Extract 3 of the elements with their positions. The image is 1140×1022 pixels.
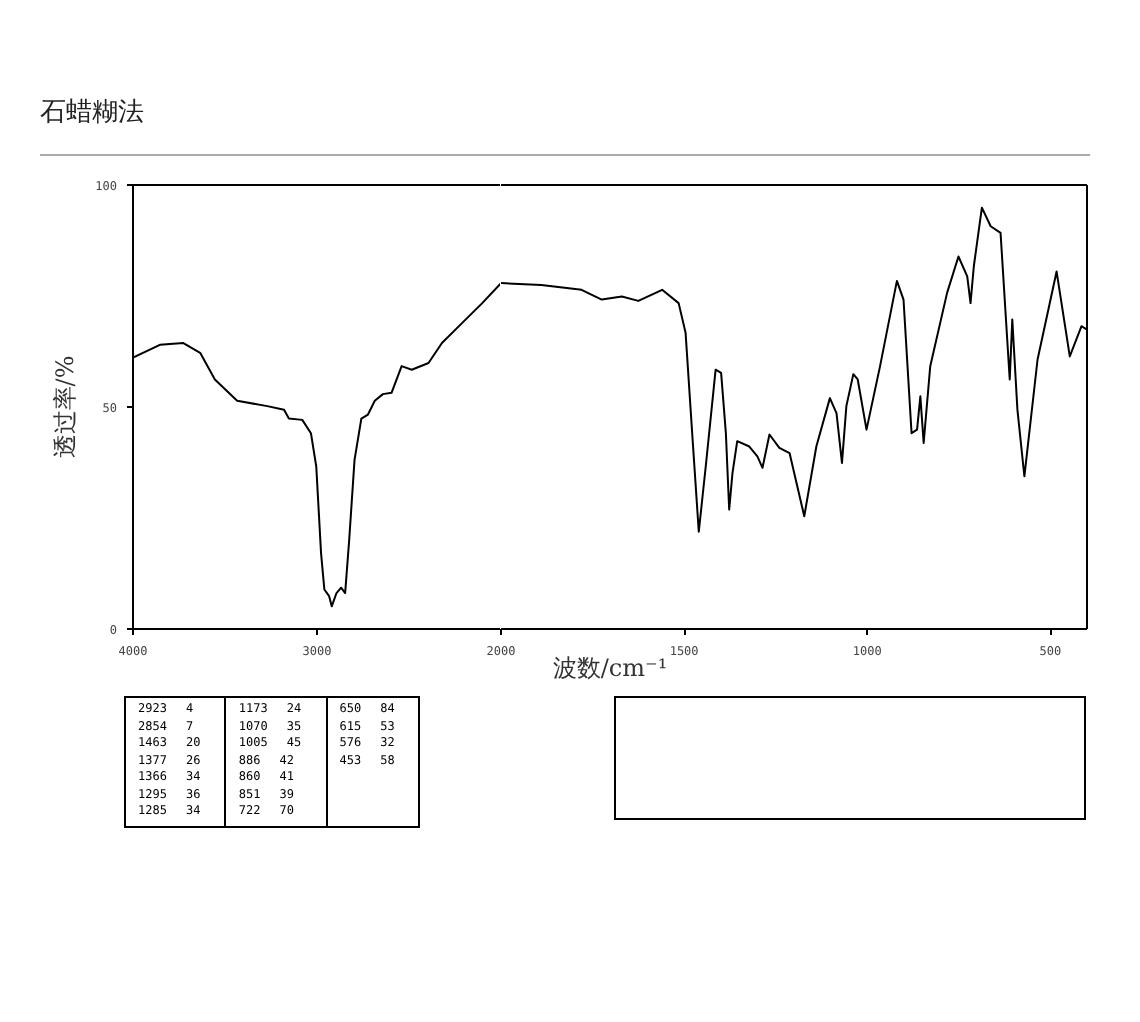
y-axis-title: 透过率/% <box>51 355 80 459</box>
chart-title: 石蜡糊法 <box>40 96 144 132</box>
x-axis-title: 波数/cm⁻¹ <box>552 652 668 686</box>
